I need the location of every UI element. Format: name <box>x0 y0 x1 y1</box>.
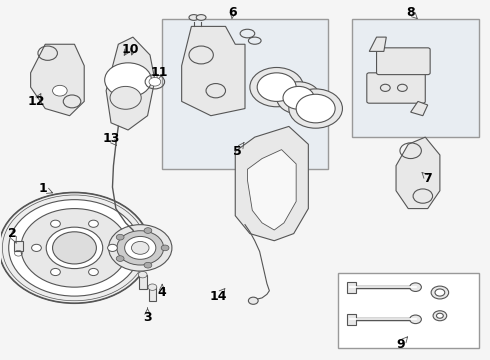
Polygon shape <box>182 26 245 116</box>
Text: 5: 5 <box>233 145 242 158</box>
Bar <box>347 314 356 325</box>
Ellipse shape <box>196 15 206 20</box>
Circle shape <box>117 231 164 265</box>
Circle shape <box>89 220 98 227</box>
Circle shape <box>277 82 320 114</box>
Circle shape <box>410 283 421 292</box>
Text: 14: 14 <box>209 289 227 303</box>
Text: 3: 3 <box>143 311 152 324</box>
FancyBboxPatch shape <box>376 48 430 75</box>
Polygon shape <box>247 150 296 230</box>
Circle shape <box>31 244 41 251</box>
Circle shape <box>410 315 421 324</box>
Text: 13: 13 <box>102 132 120 145</box>
Circle shape <box>124 237 156 259</box>
Circle shape <box>89 269 98 275</box>
FancyBboxPatch shape <box>338 273 479 348</box>
Circle shape <box>116 256 124 261</box>
Text: 1: 1 <box>38 183 47 195</box>
Text: 9: 9 <box>396 338 405 351</box>
Circle shape <box>161 245 169 251</box>
FancyBboxPatch shape <box>367 73 425 103</box>
Circle shape <box>131 242 149 254</box>
Circle shape <box>289 89 343 128</box>
Circle shape <box>144 228 152 233</box>
Circle shape <box>46 227 103 269</box>
Polygon shape <box>369 37 386 51</box>
Circle shape <box>248 297 258 304</box>
Circle shape <box>431 286 449 299</box>
Circle shape <box>0 193 150 303</box>
Bar <box>14 241 23 251</box>
Text: 10: 10 <box>122 43 139 56</box>
Circle shape <box>116 234 124 240</box>
Circle shape <box>433 311 447 321</box>
Circle shape <box>138 271 147 278</box>
Circle shape <box>50 269 60 275</box>
Circle shape <box>21 208 128 287</box>
Circle shape <box>296 94 335 123</box>
Text: 6: 6 <box>228 6 237 19</box>
Circle shape <box>283 86 314 109</box>
Circle shape <box>109 225 172 271</box>
Circle shape <box>52 232 97 264</box>
Circle shape <box>435 289 445 296</box>
Polygon shape <box>396 137 440 208</box>
Circle shape <box>108 244 117 251</box>
Polygon shape <box>106 37 155 130</box>
Polygon shape <box>235 126 308 241</box>
Text: 2: 2 <box>8 227 17 240</box>
Bar <box>347 282 356 293</box>
Text: 12: 12 <box>28 95 45 108</box>
Circle shape <box>148 284 157 291</box>
Circle shape <box>144 262 152 268</box>
Text: 7: 7 <box>423 172 432 185</box>
Circle shape <box>105 63 151 97</box>
Bar <box>139 275 147 289</box>
Circle shape <box>9 200 140 296</box>
Circle shape <box>149 77 161 86</box>
Circle shape <box>250 67 303 107</box>
Text: 8: 8 <box>406 6 415 19</box>
FancyBboxPatch shape <box>162 19 328 169</box>
Circle shape <box>50 220 60 227</box>
Bar <box>148 287 156 301</box>
FancyBboxPatch shape <box>352 19 479 137</box>
Circle shape <box>437 313 443 318</box>
Text: 4: 4 <box>158 286 167 299</box>
Polygon shape <box>30 44 84 116</box>
Ellipse shape <box>189 15 199 20</box>
Circle shape <box>257 73 296 102</box>
Circle shape <box>110 86 141 109</box>
Polygon shape <box>411 102 428 116</box>
Text: 11: 11 <box>151 66 169 79</box>
Circle shape <box>52 85 67 96</box>
